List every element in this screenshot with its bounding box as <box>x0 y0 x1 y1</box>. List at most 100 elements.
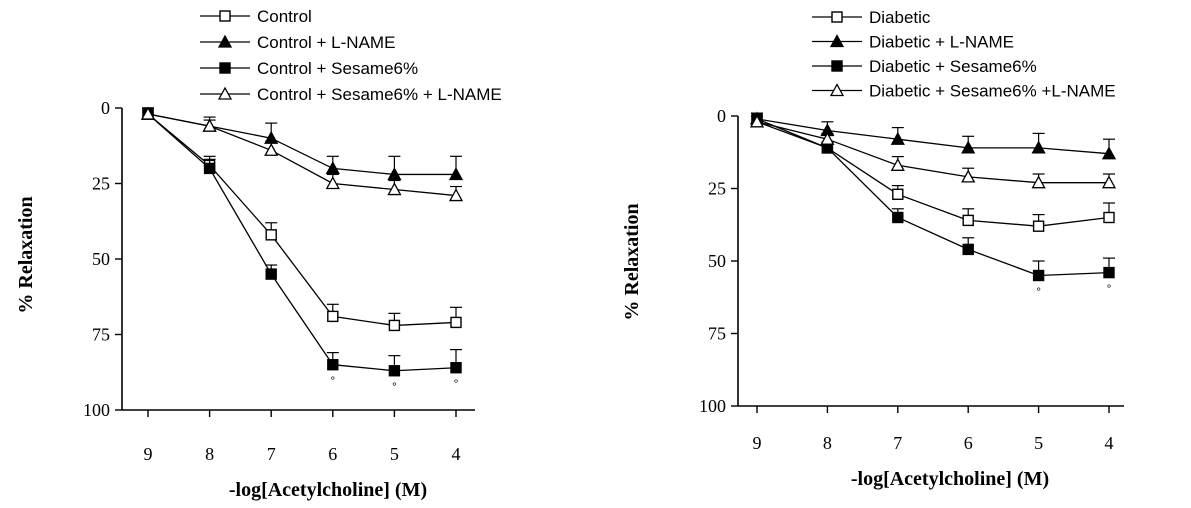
data-point <box>203 162 216 175</box>
legend-entry: Diabetic <box>812 8 931 27</box>
series-line <box>147 113 457 197</box>
legend-entry: Diabetic + Sesame6% +L-NAME <box>812 82 1116 101</box>
series-1 <box>142 107 462 332</box>
x-tick-label: 6 <box>328 444 337 464</box>
data-point <box>1032 269 1045 282</box>
data-point <box>265 229 277 241</box>
data-point <box>1031 140 1046 154</box>
significance-mark: ° <box>1036 285 1041 299</box>
x-tick-label: 4 <box>1105 433 1114 453</box>
legend-entry: Control <box>200 7 312 26</box>
y-tick-label: 25 <box>92 174 110 194</box>
x-tick-label: 7 <box>893 433 902 453</box>
y-tick-label: 50 <box>92 249 110 269</box>
data-point <box>388 365 401 377</box>
data-point <box>140 106 156 120</box>
y-tick-label: 75 <box>92 325 110 345</box>
legend-label: Diabetic + Sesame6% +L-NAME <box>869 82 1116 101</box>
data-point <box>1032 220 1045 232</box>
legend-label: Control + Sesame6% + L-NAME <box>257 85 502 104</box>
series-3 <box>142 107 462 377</box>
legend-entry: Control + Sesame6% + L-NAME <box>200 85 502 104</box>
series-3 <box>751 112 1115 282</box>
data-point <box>890 157 905 171</box>
x-axis-title: -log[Acetylcholine] (M) <box>851 468 1049 490</box>
significance-mark: ° <box>330 374 335 388</box>
legend-marker <box>219 62 231 74</box>
series-line <box>756 121 1110 227</box>
legend-label: Diabetic + L-NAME <box>869 33 1014 52</box>
x-tick-label: 9 <box>753 433 762 453</box>
data-point <box>387 182 402 196</box>
series-4 <box>140 106 464 202</box>
legend-marker <box>831 60 843 72</box>
x-tick-label: 4 <box>452 444 461 464</box>
data-point <box>387 167 402 181</box>
data-point <box>961 169 976 183</box>
x-tick-label: 8 <box>823 433 832 453</box>
data-point <box>1031 175 1046 189</box>
significance-mark: ° <box>454 377 459 391</box>
data-point <box>450 316 462 329</box>
y-axis-title: % Relaxation <box>15 196 37 313</box>
data-point <box>325 176 340 190</box>
chart-2: 0 25 50 75 100 9 8 7 6 5 4 -log[Acetylcholine] (M)%… <box>621 8 1124 490</box>
y-tick-label: 25 <box>708 179 726 199</box>
data-point <box>820 131 835 145</box>
series-line <box>147 113 457 327</box>
data-point <box>749 114 765 128</box>
series-2 <box>140 106 464 181</box>
data-point <box>1103 211 1115 224</box>
data-point <box>448 167 464 181</box>
legend-entry: Diabetic + Sesame6% <box>812 57 1037 76</box>
data-point <box>1101 175 1117 189</box>
series-line <box>147 113 457 372</box>
legend-label: Diabetic + Sesame6% <box>869 57 1037 76</box>
series-2 <box>749 111 1117 160</box>
x-tick-label: 5 <box>1034 433 1043 453</box>
x-tick-label: 5 <box>390 444 399 464</box>
legend-entry: Diabetic + L-NAME <box>812 33 1014 52</box>
y-tick-label: 75 <box>708 324 726 344</box>
data-point <box>264 142 279 156</box>
legend-marker <box>219 10 231 22</box>
data-point <box>327 359 339 371</box>
x-tick-label: 7 <box>267 444 276 464</box>
series-line <box>756 118 1110 277</box>
data-point <box>448 188 464 202</box>
data-point <box>388 319 401 332</box>
legend-label: Diabetic <box>869 8 931 27</box>
legend-entry: Control + Sesame6% <box>200 59 418 78</box>
legend-marker <box>217 86 233 100</box>
legend-label: Control + Sesame6% <box>257 59 418 78</box>
legend-entry: Control + L-NAME <box>200 33 395 52</box>
series-4 <box>749 114 1117 189</box>
y-tick-label: 0 <box>101 98 110 118</box>
data-point <box>325 161 340 175</box>
x-tick-label: 8 <box>205 444 214 464</box>
data-point <box>450 362 462 374</box>
y-axis-title: % Relaxation <box>621 203 643 320</box>
data-point <box>892 188 904 201</box>
chart-1: 0 25 50 75 100 9 8 7 6 5 4 -log[Acetylcholine] (M)%… <box>15 7 502 501</box>
data-point <box>962 243 974 256</box>
x-tick-label: 9 <box>144 444 153 464</box>
series-line <box>756 121 1109 184</box>
legend-label: Control + L-NAME <box>257 33 395 52</box>
data-point <box>1101 146 1117 160</box>
data-point <box>890 131 905 145</box>
data-point <box>961 140 976 154</box>
x-tick-label: 6 <box>964 433 973 453</box>
x-axis-title: -log[Acetylcholine] (M) <box>229 479 427 501</box>
y-tick-label: 100 <box>699 396 726 416</box>
y-tick-label: 50 <box>708 251 726 271</box>
legend-marker <box>831 11 843 23</box>
data-point <box>202 118 217 132</box>
y-tick-label: 0 <box>717 106 726 126</box>
legend-marker <box>829 83 845 97</box>
legend-label: Control <box>257 7 312 26</box>
legend-marker <box>829 34 845 48</box>
y-tick-label: 100 <box>83 400 110 420</box>
data-point <box>265 268 277 280</box>
